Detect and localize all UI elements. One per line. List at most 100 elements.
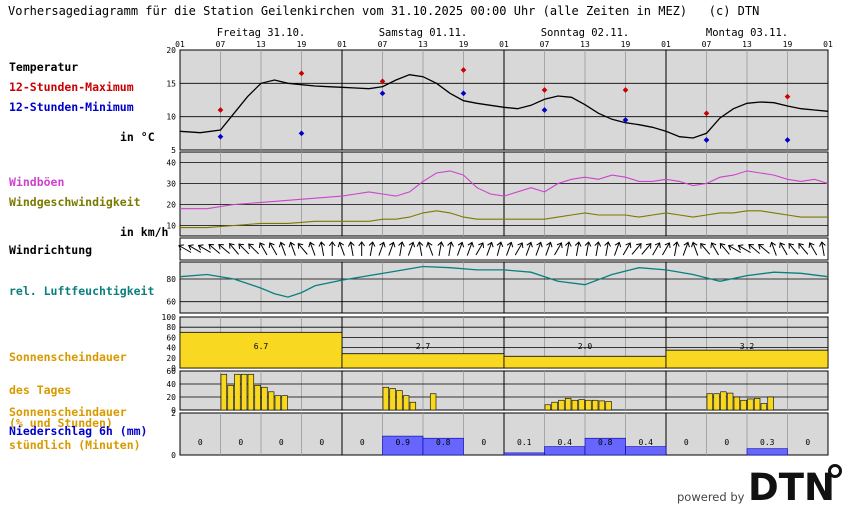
wind-tick-label: 30	[166, 180, 176, 189]
hour-tick-label: 13	[580, 40, 590, 49]
wind-direction-arrow	[622, 242, 632, 256]
arrow-head	[636, 243, 642, 249]
sunshine-hourly-tick-label: 40	[166, 380, 176, 389]
arrow-shaft	[809, 242, 818, 256]
arrow-shaft	[605, 242, 609, 256]
label-luftfeuchtigkeit: rel. Luftfeuchtigkeit	[9, 284, 155, 298]
arrow-shaft	[641, 243, 652, 255]
wind-direction-arrow	[682, 241, 690, 256]
sunshine-hourly-bar	[598, 400, 606, 411]
arrow-shaft	[418, 242, 423, 256]
label-windboeen: Windböen	[9, 175, 65, 189]
precip-bar	[625, 446, 667, 456]
arrow-head	[536, 241, 543, 248]
label-sonnenschein-stunde: Sonnenscheindauer stündlich (Minuten)	[9, 385, 141, 462]
label-temp-unit: in °C	[120, 130, 155, 144]
humidity-line	[179, 265, 829, 298]
tmax-point	[217, 107, 224, 113]
label-wind-unit: in km/h	[120, 225, 169, 239]
wind-direction-arrow	[388, 241, 396, 256]
wind-direction-arrow	[748, 243, 760, 254]
hour-tick-label: 19	[783, 40, 793, 49]
sunshine-hourly-bar	[267, 391, 275, 411]
tmin-point	[217, 133, 224, 140]
sunshine-hourly-bar	[571, 399, 579, 411]
arrow-shaft	[198, 245, 211, 253]
day-label: Sonntag 02.11.	[541, 27, 630, 39]
arrow-shaft	[525, 242, 532, 256]
temperature-tick-label: 20	[166, 46, 176, 55]
sunshine-hourly-bar	[551, 401, 558, 411]
arrow-head	[238, 243, 244, 250]
arrow-shaft	[595, 242, 599, 256]
precip-bar	[422, 437, 464, 456]
arrow-shaft	[622, 242, 631, 256]
sunshine-hourly-bar	[578, 399, 585, 411]
sunshine-daily-bar	[503, 355, 667, 369]
wind-direction-arrow	[416, 241, 424, 256]
wind-direction-arrow	[788, 243, 799, 255]
sunshine-hourly-bar	[760, 403, 768, 411]
label-sun-day-line3: (% und Stunden)	[9, 416, 113, 430]
wind-direction-arrow	[594, 241, 602, 256]
day-label: Montag 03.11.	[706, 27, 788, 39]
precip-value-label: 0	[319, 438, 324, 447]
label-windgeschwindigkeit: Windgeschwindigkeit	[9, 195, 141, 209]
wind-direction-arrow	[496, 241, 504, 256]
hour-tick-label: 07	[378, 40, 388, 49]
arrow-shaft	[378, 242, 385, 256]
hour-tick-label: 01	[823, 40, 833, 49]
arrow-head	[737, 244, 744, 251]
arrow-head	[328, 241, 336, 247]
wind-direction-arrow	[398, 241, 405, 256]
sunshine-hourly-bar	[605, 401, 612, 411]
arrow-shaft	[399, 242, 403, 256]
arrow-head	[788, 243, 795, 249]
tmax-point	[460, 67, 467, 73]
tmin-point	[622, 117, 629, 123]
arrow-shaft	[369, 242, 374, 256]
precip-bar	[746, 448, 788, 456]
precip-value-label: 0	[238, 438, 243, 447]
arrow-shaft	[448, 242, 452, 256]
sunshine-hourly-bar	[720, 391, 727, 411]
sunshine-hourly-bar	[726, 392, 734, 411]
precip-tick-label: 0	[171, 451, 176, 460]
arrow-shaft	[674, 242, 678, 256]
sunshine-hourly-bar	[753, 397, 761, 411]
wind-direction-arrow	[779, 242, 788, 256]
arrow-shaft	[575, 242, 580, 256]
hour-tick-label: 01	[661, 40, 671, 49]
arrow-head	[556, 242, 563, 248]
hour-tick-label: 07	[216, 40, 226, 49]
arrow-head	[769, 241, 776, 248]
wind-direction-arrow	[208, 243, 221, 254]
wind-direction-arrow	[328, 241, 336, 256]
arrow-shaft	[758, 244, 770, 254]
sunshine-daily-hours-label: 6.7	[254, 342, 269, 351]
arrow-head	[297, 243, 304, 249]
arrow-head	[467, 241, 474, 248]
tmin-point	[703, 137, 710, 143]
arrow-head	[506, 241, 514, 248]
precip-bar	[503, 452, 545, 456]
day-label: Freitag 31.10.	[217, 27, 306, 39]
sunshine-daily-tick-label: 80	[166, 323, 176, 332]
wind-direction-arrow	[358, 241, 366, 256]
sunshine-hourly-bar	[240, 373, 248, 411]
label-sun-day-line1: Sonnenscheindauer	[9, 350, 127, 364]
arrow-shaft	[496, 242, 502, 256]
arrow-shaft	[771, 242, 777, 256]
dtn-logo-dot	[828, 464, 842, 478]
sunshine-hourly-bar	[274, 395, 282, 411]
tmax-point	[298, 70, 305, 77]
arrow-shaft	[748, 244, 760, 254]
precip-tick-label: 2	[171, 409, 176, 418]
arrow-head	[672, 241, 680, 247]
arrow-head	[758, 243, 764, 250]
wind-speed-line	[180, 210, 828, 229]
arrow-head	[798, 243, 804, 249]
wind-direction-arrow	[278, 241, 287, 256]
hour-tick-label: 01	[175, 40, 185, 49]
dtn-logo-text: DTN	[748, 466, 835, 507]
